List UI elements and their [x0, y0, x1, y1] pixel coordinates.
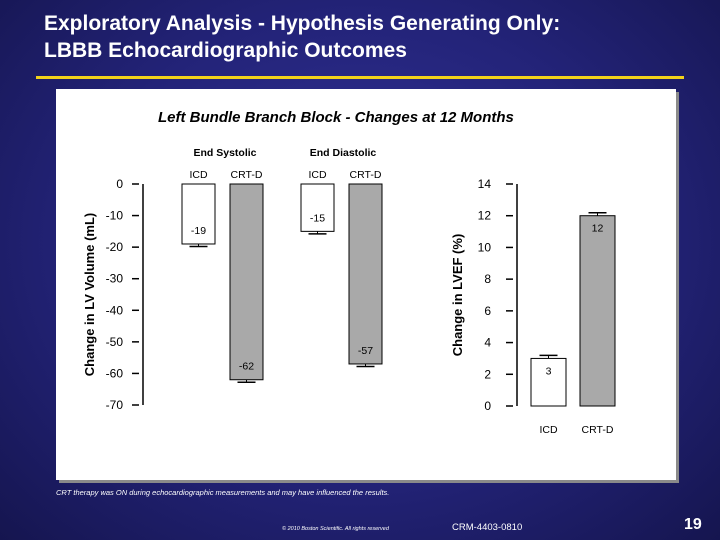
right-y-tick-label: 0: [484, 399, 491, 413]
right-y-tick-label: 14: [478, 177, 492, 191]
right-y-tick-label: 10: [478, 240, 492, 254]
left-y-tick-label: -40: [106, 303, 124, 317]
slide-title: Exploratory Analysis - Hypothesis Genera…: [44, 10, 704, 64]
page-number: 19: [684, 516, 702, 533]
left-y-tick-label: -10: [106, 209, 124, 223]
data-label: -57: [358, 345, 373, 357]
copyright-text: © 2010 Boston Scientific. All rights res…: [282, 526, 389, 532]
right-y-tick-label: 2: [484, 367, 491, 381]
left-y-tick-label: -60: [106, 366, 124, 380]
data-label: -15: [310, 212, 325, 224]
group-label: End Diastolic: [310, 147, 377, 159]
slide-title-line1: Exploratory Analysis - Hypothesis Genera…: [44, 12, 561, 35]
left-y-tick-label: -50: [106, 335, 124, 349]
right-y-tick-label: 4: [484, 336, 491, 350]
left-y-tick-label: -30: [106, 272, 124, 286]
category-label: CRT-D: [350, 169, 382, 181]
lbbb-chart: Left Bundle Branch Block - Changes at 12…: [82, 109, 616, 436]
category-label: CRT-D: [582, 424, 614, 436]
right-y-tick-label: 6: [484, 304, 491, 318]
left-y-tick-label: -70: [106, 398, 124, 412]
bar: [579, 215, 616, 407]
category-label: ICD: [189, 169, 208, 181]
bar: [530, 357, 567, 407]
right-y-axis-label: Change in LVEF (%): [450, 234, 465, 357]
category-label: CRT-D: [231, 169, 263, 181]
title-underline: [36, 76, 684, 79]
right-y-tick-label: 8: [484, 272, 491, 286]
data-label: 12: [592, 223, 604, 235]
data-label: -19: [191, 225, 206, 237]
chart-panel: Left Bundle Branch Block - Changes at 12…: [56, 89, 676, 480]
chart-title: Left Bundle Branch Block - Changes at 12…: [158, 109, 514, 126]
left-y-axis-label: Change in LV Volume (mL): [82, 213, 97, 376]
slide-title-line2: LBBB Echocardiographic Outcomes: [44, 39, 407, 62]
data-label: 3: [546, 365, 552, 377]
right-y-tick-label: 12: [478, 209, 492, 223]
group-label: End Systolic: [193, 147, 256, 159]
data-label: -62: [239, 361, 254, 373]
category-label: ICD: [539, 424, 558, 436]
category-label: ICD: [308, 169, 327, 181]
bar: [348, 183, 383, 365]
footnote: CRT therapy was ON during echocardiograp…: [56, 488, 390, 497]
bar: [229, 183, 264, 381]
left-y-tick-label: 0: [116, 177, 123, 191]
document-code: CRM-4403-0810: [452, 522, 523, 533]
bar: [181, 183, 216, 245]
left-y-tick-label: -20: [106, 240, 124, 254]
